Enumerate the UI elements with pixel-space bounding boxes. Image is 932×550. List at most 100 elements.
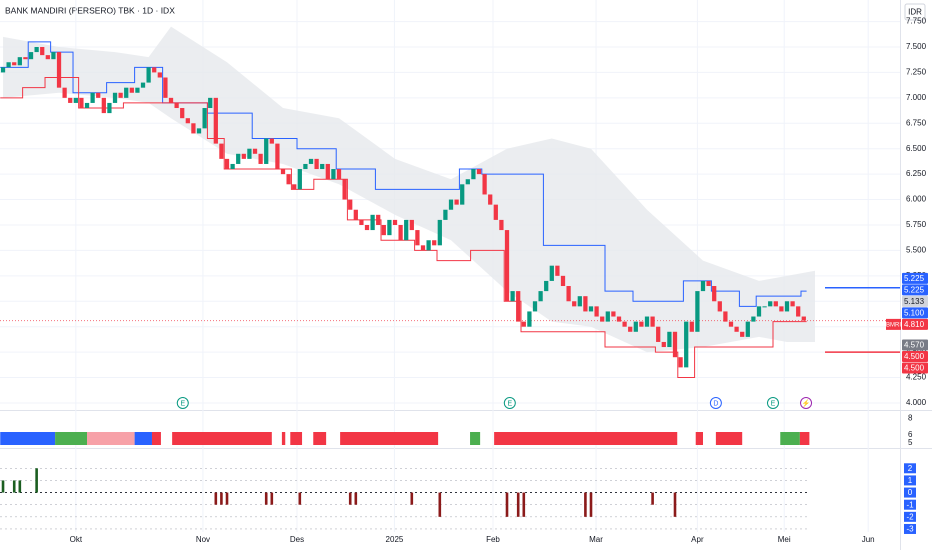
candle <box>314 158 319 170</box>
signal-bar <box>298 492 302 505</box>
candle <box>398 224 403 241</box>
candle <box>196 128 202 134</box>
chart-title: BANK MANDIRI (PERSERO) TBK · 1D · IDX <box>5 5 175 15</box>
candle <box>751 316 756 322</box>
signal-bar <box>522 492 526 517</box>
y-tick-label: 6.250 <box>906 169 927 178</box>
currency[interactable]: IDR <box>908 8 922 17</box>
candle <box>723 311 728 322</box>
candle <box>628 326 633 332</box>
price-tag-label: 5.225 <box>904 274 925 283</box>
y-tick-label: -1 <box>906 500 914 509</box>
regime-band <box>0 432 56 445</box>
candle <box>230 163 235 170</box>
signal-bar <box>589 492 593 517</box>
candle <box>460 184 465 205</box>
candle <box>745 321 750 337</box>
symbol-tag <box>886 318 901 330</box>
candle <box>695 291 700 332</box>
y-tick-label: 6 <box>908 430 913 439</box>
candle <box>566 286 571 302</box>
candle <box>185 118 190 124</box>
signal-bar <box>220 492 223 505</box>
signal-bar <box>35 468 38 493</box>
y-tick-box <box>904 475 916 486</box>
candle <box>292 184 297 190</box>
event-marker <box>766 397 779 409</box>
candle <box>202 108 207 129</box>
candle <box>605 311 610 322</box>
candle <box>644 316 650 327</box>
price-tag-label: 5.225 <box>904 285 925 294</box>
y-tick-label: 5.500 <box>906 246 927 255</box>
candle <box>622 321 627 327</box>
candle <box>527 311 532 327</box>
regime-band <box>494 432 678 445</box>
candle <box>432 240 437 246</box>
event-label: ⚡ <box>802 398 811 407</box>
candle <box>359 219 364 225</box>
candle <box>521 321 526 327</box>
y-tick-label: 0 <box>908 488 913 497</box>
candle <box>560 275 566 287</box>
signal-bar <box>438 492 442 517</box>
candle <box>269 138 274 144</box>
candle <box>90 92 95 103</box>
regime-band <box>313 432 327 445</box>
regime-band <box>340 432 439 445</box>
regime-band <box>470 432 481 445</box>
y-tick-label: 5.750 <box>906 220 927 229</box>
candle <box>336 169 342 180</box>
price-tag-label: 4.810 <box>904 320 925 329</box>
signal-bar <box>264 492 268 505</box>
candle <box>516 291 521 322</box>
candle <box>241 153 246 159</box>
candle <box>208 97 213 109</box>
upper-line <box>0 41 807 307</box>
price-tag <box>902 307 928 319</box>
event-label: D <box>713 400 718 407</box>
regime-band <box>695 432 703 445</box>
candle <box>124 87 129 98</box>
candle <box>572 301 577 307</box>
lower-line <box>0 77 807 379</box>
signal-bar <box>584 492 587 517</box>
x-tick-label: Apr <box>691 535 704 544</box>
y-tick-label: -3 <box>906 525 914 534</box>
y-tick-label: 1 <box>908 476 913 485</box>
signal-bar <box>18 480 22 493</box>
x-tick-label: Jun <box>862 535 875 544</box>
candle <box>712 286 717 302</box>
candle <box>471 169 476 180</box>
candle <box>784 301 790 312</box>
regime-band <box>715 432 743 445</box>
signal-bar <box>1 480 5 493</box>
signal-bar <box>354 492 358 505</box>
candle <box>224 158 230 170</box>
candle <box>661 341 666 348</box>
y-tick-label: -2 <box>906 512 914 521</box>
candle <box>768 301 773 307</box>
regime-band <box>780 432 800 445</box>
x-tick-label: Des <box>290 535 304 544</box>
event-marker <box>503 397 516 409</box>
event-marker <box>709 397 722 409</box>
event-label: E <box>180 400 185 407</box>
y-tick-label: 7.750 <box>906 17 927 26</box>
candle <box>555 265 560 276</box>
price-tag <box>902 284 928 296</box>
candle <box>678 357 683 368</box>
y-tick-label: 2 <box>908 464 913 473</box>
candle <box>376 214 381 225</box>
candle <box>140 82 146 88</box>
candle <box>6 62 11 68</box>
currency-box[interactable] <box>904 3 926 21</box>
event-label: E <box>507 400 512 407</box>
candle <box>779 306 784 312</box>
candle <box>62 87 67 98</box>
candle <box>387 219 392 236</box>
candle <box>549 265 554 281</box>
candle <box>700 280 706 292</box>
price-tag <box>902 272 928 284</box>
